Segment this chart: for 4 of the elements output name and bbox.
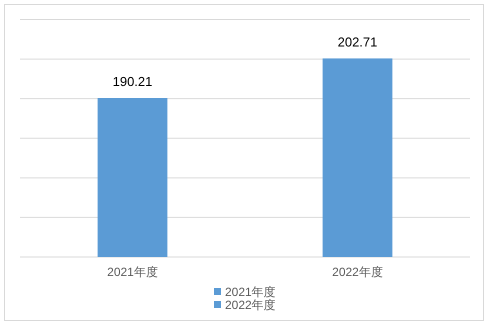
legend-label: 2022年度	[225, 298, 276, 312]
legend-label: 2021年度	[225, 285, 276, 299]
data-label: 190.21	[112, 74, 152, 89]
data-label: 202.71	[338, 34, 378, 50]
